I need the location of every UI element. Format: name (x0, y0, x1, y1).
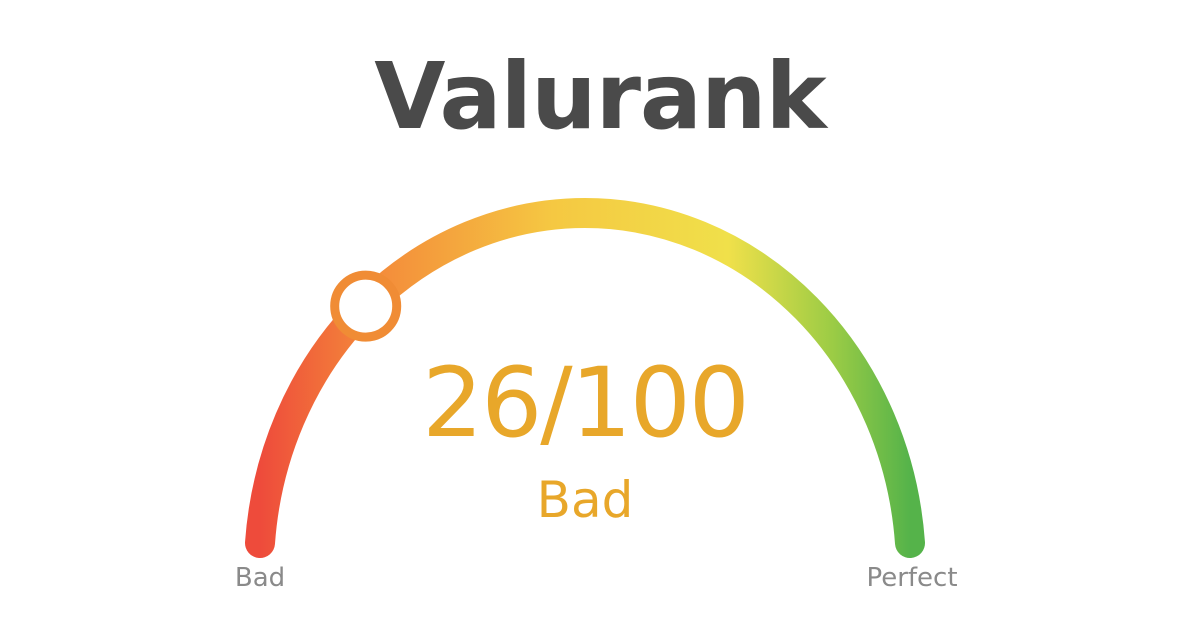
score-rating: Bad (536, 471, 634, 529)
gauge-max-label: Perfect (866, 563, 958, 593)
gauge-arc (245, 198, 925, 558)
score-value: 26/100 (422, 347, 750, 459)
gauge-min-label: Bad (234, 563, 286, 593)
gauge-indicator-knob (330, 270, 402, 342)
brand-title: Valurank (374, 43, 826, 150)
